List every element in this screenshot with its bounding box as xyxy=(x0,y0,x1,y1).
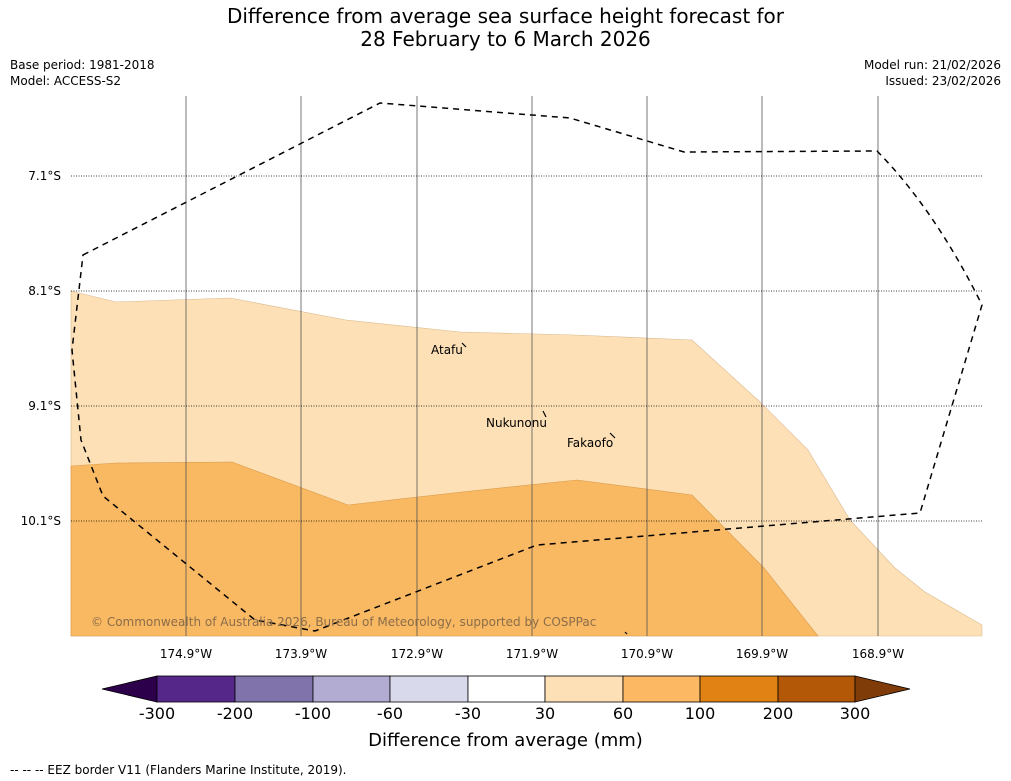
map-title: Difference from average sea surface heig… xyxy=(0,5,1011,51)
colorbar-tick: 100 xyxy=(684,704,716,723)
atafu-island xyxy=(461,342,467,348)
colorbar-seg-3 xyxy=(312,675,391,703)
colorbar-seg-9 xyxy=(777,675,856,703)
colorbar-tick: 30 xyxy=(534,704,556,723)
colorbar-seg-1 xyxy=(156,675,236,703)
place-fakaofo: Fakaofo xyxy=(567,436,613,450)
lon-label-172-9: 172.9°W xyxy=(390,647,444,661)
title-line-1: Difference from average sea surface heig… xyxy=(226,4,785,28)
lon-label-170-9: 170.9°W xyxy=(620,647,674,661)
base-period: Base period: 1981-2018 xyxy=(10,58,155,72)
colorbar-seg-6 xyxy=(544,675,624,703)
colorbar xyxy=(101,675,911,703)
model-run: Model run: 21/02/2026 xyxy=(863,58,1001,72)
colorbar-seg-8 xyxy=(699,675,779,703)
model-name: Model: ACCESS-S2 xyxy=(10,74,122,88)
issued-date: Issued: 23/02/2026 xyxy=(885,74,1001,88)
eez-border xyxy=(71,102,983,632)
islands xyxy=(461,342,628,635)
title-line-2: 28 February to 6 March 2026 xyxy=(360,27,651,51)
lon-label-171-9: 171.9°W xyxy=(505,647,559,661)
eez-legend: -- -- -- EEZ border V11 (Flanders Marine… xyxy=(10,763,347,777)
colorbar-max-arrow xyxy=(854,675,911,703)
lat-label-9-1: 9.1°S xyxy=(28,399,61,413)
colorbar-tick: -300 xyxy=(138,704,176,723)
place-nukunonu: Nukunonu xyxy=(486,416,547,430)
colorbar-seg-2 xyxy=(234,675,314,703)
fakaofo-island xyxy=(609,432,616,439)
meta-left: Base period: 1981-2018 Model: ACCESS-S2 xyxy=(10,57,155,89)
colorbar-tick: -100 xyxy=(294,704,332,723)
lat-label-7-1: 7.1°S xyxy=(28,169,61,183)
lon-label-174-9: 174.9°W xyxy=(159,647,213,661)
colorbar-seg-7 xyxy=(622,675,701,703)
colorbar-seg-5 xyxy=(467,675,546,703)
nukunonu-island xyxy=(542,410,547,418)
lon-label-173-9: 173.9°W xyxy=(274,647,328,661)
colorbar-label: Difference from average (mm) xyxy=(368,730,643,751)
lon-label-168-9: 168.9°W xyxy=(851,647,905,661)
colorbar-tick: 300 xyxy=(839,704,871,723)
colorbar-tick: -200 xyxy=(216,704,254,723)
colorbar-tick: -60 xyxy=(376,704,404,723)
band-60-100 xyxy=(70,461,819,637)
latitude-gridlines xyxy=(71,175,982,522)
colorbar-tick: 60 xyxy=(612,704,634,723)
small-islet xyxy=(624,631,628,635)
colorbar-tick: -30 xyxy=(454,704,482,723)
place-atafu: Atafu xyxy=(431,343,463,357)
lat-label-8-1: 8.1°S xyxy=(28,284,61,298)
longitude-gridlines xyxy=(185,96,879,636)
copyright-text: © Commonwealth of Australia 2026, Bureau… xyxy=(91,615,596,629)
colorbar-tick: 200 xyxy=(762,704,794,723)
lat-label-10-1: 10.1°S xyxy=(20,514,61,528)
map-panel[interactable]: Atafu Nukunonu Fakaofo © Commonwealth of… xyxy=(70,96,983,637)
colorbar-seg-4 xyxy=(389,675,469,703)
lon-label-169-9: 169.9°W xyxy=(735,647,789,661)
meta-right: Model run: 21/02/2026 Issued: 23/02/2026 xyxy=(864,57,1001,89)
colorbar-min-arrow xyxy=(101,675,158,703)
